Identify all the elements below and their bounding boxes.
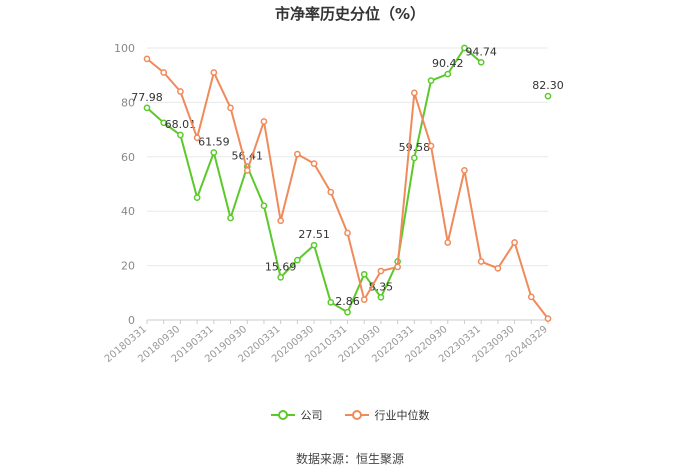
series-line-industry-median	[146, 58, 549, 320]
data-point-industry-median	[310, 160, 318, 167]
data-point-company	[344, 308, 351, 316]
data-label-company: 77.98	[131, 91, 163, 104]
y-tick-label: 80	[121, 96, 135, 109]
data-label-company: 15.69	[265, 260, 297, 273]
data-point-industry-median	[294, 150, 301, 158]
legend: 公司 行业中位数	[0, 407, 700, 423]
data-point-company	[327, 298, 335, 306]
data-point-industry-median	[227, 104, 234, 112]
data-point-industry-median	[394, 263, 401, 271]
data-point-company	[260, 202, 268, 210]
data-point-industry-median	[511, 239, 518, 246]
data-point-company	[277, 273, 285, 281]
legend-industry-icon	[344, 410, 369, 420]
legend-industry-label: 行业中位数	[374, 409, 430, 422]
data-label-company: 68.01	[165, 118, 197, 131]
data-point-company	[377, 293, 385, 301]
data-point-industry-median	[444, 239, 452, 246]
data-point-company	[461, 44, 468, 52]
data-point-company	[410, 154, 418, 162]
y-tick-label: 40	[121, 205, 135, 218]
data-point-company	[444, 70, 452, 78]
data-label-company: 59.58	[399, 141, 431, 154]
y-tick-label: 100	[114, 42, 135, 55]
data-label-company: 2.86	[335, 295, 360, 308]
data-point-industry-median	[544, 315, 552, 322]
legend-item-company[interactable]: 公司	[270, 407, 323, 423]
data-point-company	[360, 270, 368, 278]
data-point-company	[427, 77, 435, 84]
data-label-company: 27.51	[298, 228, 330, 241]
data-point-industry-median	[160, 69, 168, 76]
chart-title: 市净率历史分位（%）	[274, 5, 426, 23]
data-point-industry-median	[177, 88, 184, 95]
y-tick-label: 0	[128, 314, 135, 327]
data-point-company	[160, 119, 168, 127]
data-point-industry-median	[277, 217, 285, 225]
data-point-company	[143, 104, 151, 112]
data-point-industry-median	[461, 167, 468, 174]
data-point-industry-median	[143, 55, 151, 63]
data-point-industry-median	[427, 142, 435, 150]
data-label-company: 94.74	[465, 45, 497, 58]
data-point-industry-median	[410, 89, 418, 97]
data-point-company	[310, 241, 318, 249]
series-line-company	[146, 47, 482, 314]
data-point-industry-median	[210, 69, 218, 76]
data-label-company: 8.35	[369, 280, 394, 293]
legend-company-icon	[270, 410, 295, 420]
data-point-industry-median	[243, 167, 251, 174]
legend-item-industry-median[interactable]: 行业中位数	[344, 407, 430, 423]
y-tick-label: 60	[121, 151, 135, 164]
data-point-company	[210, 149, 218, 156]
data-point-company	[193, 194, 201, 201]
data-point-industry-median	[260, 118, 268, 125]
data-label-company: 61.59	[198, 135, 230, 148]
data-point-company	[294, 256, 301, 264]
data-point-company	[477, 58, 485, 66]
data-point-industry-median	[377, 267, 385, 275]
data-source-note: 数据来源：恒生聚源	[295, 452, 404, 466]
data-point-industry-median	[527, 293, 535, 301]
data-label-company: 56.41	[232, 150, 264, 163]
data-label-company: 82.30	[532, 79, 564, 92]
data-point-company	[227, 214, 234, 222]
data-label-company: 90.42	[432, 57, 464, 70]
data-point-industry-median	[327, 188, 335, 196]
data-point-company	[544, 92, 552, 100]
data-point-industry-median	[477, 258, 485, 265]
y-tick-label: 20	[121, 260, 135, 273]
legend-company-label: 公司	[300, 409, 323, 422]
data-point-industry-median	[193, 134, 201, 142]
data-point-industry-median	[344, 229, 351, 237]
data-point-industry-median	[360, 296, 368, 303]
data-point-company	[177, 131, 184, 139]
data-point-industry-median	[494, 264, 502, 272]
